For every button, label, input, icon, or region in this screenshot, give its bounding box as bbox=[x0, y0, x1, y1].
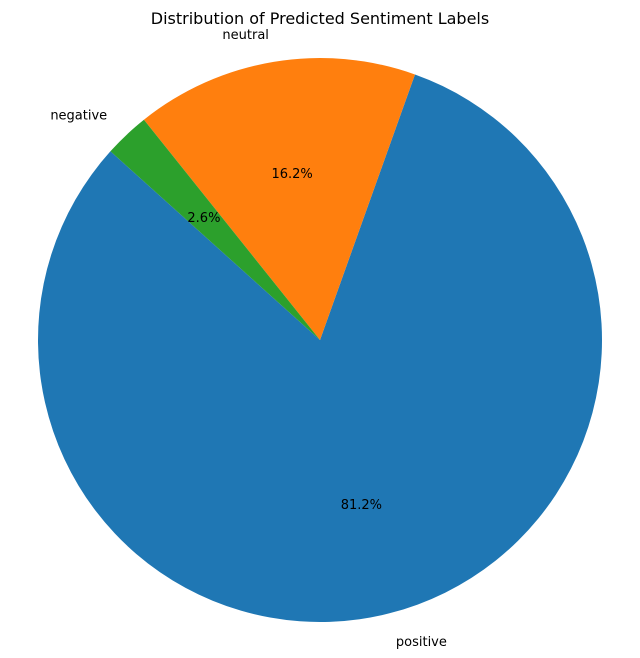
pct-label-negative: 2.6% bbox=[187, 211, 220, 226]
pie-slice-negative bbox=[110, 119, 321, 340]
pie-slice-positive bbox=[38, 74, 603, 622]
slice-label-negative: negative bbox=[50, 108, 107, 123]
pie-slice-neutral bbox=[143, 57, 415, 341]
pie-labels: positive 81.2% neutral 16.2% negative 2.6% bbox=[50, 28, 447, 650]
slice-label-positive: positive bbox=[396, 635, 447, 650]
pie-slices bbox=[38, 57, 603, 622]
pct-label-neutral: 16.2% bbox=[271, 167, 312, 182]
chart-title: Distribution of Predicted Sentiment Labe… bbox=[151, 9, 489, 28]
pct-label-positive: 81.2% bbox=[341, 498, 382, 513]
slice-label-neutral: neutral bbox=[222, 28, 269, 43]
